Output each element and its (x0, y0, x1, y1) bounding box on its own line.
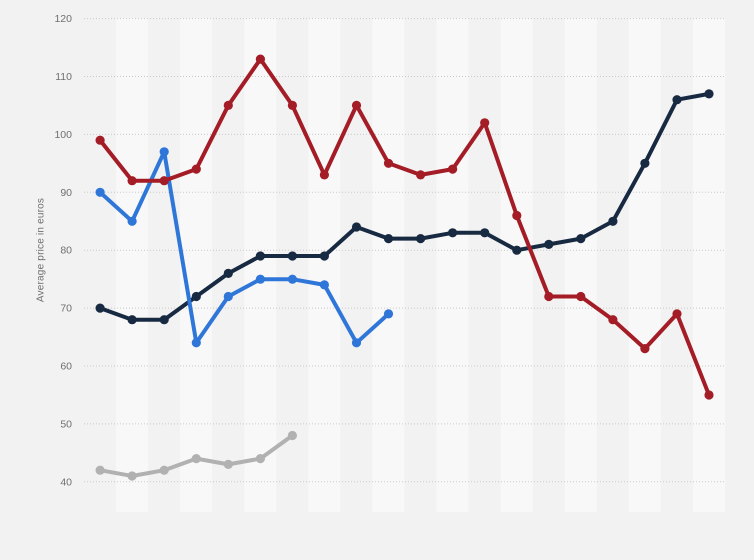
y-tick-label: 50 (60, 418, 72, 430)
dark-red-line-data-point[interactable] (448, 164, 458, 174)
series-gray-line (95, 430, 297, 481)
dark-red-line-data-point[interactable] (480, 118, 490, 128)
y-tick-label: 120 (54, 13, 72, 25)
dark-red-line-data-point[interactable] (608, 315, 618, 325)
plot-band (116, 18, 148, 512)
dark-navy-line-data-point[interactable] (608, 216, 618, 226)
dark-navy-line-data-point[interactable] (416, 234, 426, 244)
light-blue-line-data-point[interactable] (191, 338, 201, 348)
light-blue-line-data-point[interactable] (383, 309, 394, 319)
dark-navy-line-data-point[interactable] (480, 228, 490, 238)
light-blue-line-data-point[interactable] (127, 216, 137, 226)
light-blue-line-data-point[interactable] (287, 274, 297, 284)
dark-red-line-data-point[interactable] (383, 158, 394, 168)
series-dark-navy-line (95, 89, 714, 325)
dark-red-line-path (98, 57, 711, 397)
dark-red-line-data-point[interactable] (512, 210, 522, 221)
dark-navy-line-data-point[interactable] (351, 222, 362, 232)
dark-navy-line-data-point[interactable] (287, 251, 297, 261)
series-dark-red-line (95, 54, 714, 400)
plot-band (308, 18, 341, 512)
gray-line-data-point[interactable] (191, 454, 201, 464)
y-axis-tick-labels: 40 50 60 70 80 90 100 110 120 (54, 13, 72, 488)
gridlines (84, 18, 725, 483)
dark-red-line-data-point[interactable] (255, 54, 265, 64)
plot-band (692, 18, 725, 512)
plot-bands (116, 18, 725, 512)
dark-navy-line-data-point[interactable] (576, 234, 586, 244)
dark-navy-line-path (98, 91, 711, 322)
light-blue-line-data-point[interactable] (255, 274, 265, 284)
light-blue-line-data-point[interactable] (351, 338, 362, 348)
light-blue-line-data-point[interactable] (95, 187, 105, 197)
y-tick-label: 90 (60, 187, 72, 199)
dark-red-line-data-point[interactable] (319, 170, 329, 180)
gray-line-data-point[interactable] (95, 465, 105, 475)
dark-red-line-data-point[interactable] (544, 291, 554, 302)
y-tick-label: 110 (55, 71, 72, 83)
y-tick-label: 80 (60, 245, 72, 257)
dark-navy-line-data-point[interactable] (255, 251, 265, 261)
dark-navy-line-data-point[interactable] (448, 228, 458, 238)
dark-red-line-data-point[interactable] (640, 344, 650, 354)
light-blue-line-data-point[interactable] (159, 147, 169, 157)
gray-line-data-point[interactable] (127, 471, 137, 481)
dark-red-line-data-point[interactable] (576, 291, 586, 302)
gray-line-data-point[interactable] (223, 459, 233, 469)
gray-line-data-point[interactable] (255, 454, 265, 464)
dark-navy-line-data-point[interactable] (127, 315, 137, 325)
dark-red-line-data-point[interactable] (704, 390, 714, 400)
dark-navy-line-data-point[interactable] (223, 268, 233, 278)
dark-red-line-data-point[interactable] (191, 164, 201, 174)
dark-red-line-data-point[interactable] (223, 100, 233, 110)
y-tick-label: 60 (60, 361, 72, 373)
dark-navy-line-data-point[interactable] (672, 95, 682, 105)
dark-navy-line-data-point[interactable] (512, 245, 522, 255)
gray-line-data-point[interactable] (159, 465, 169, 475)
plot-band (436, 18, 469, 512)
light-blue-line-data-point[interactable] (223, 291, 233, 302)
y-tick-label: 40 (60, 476, 72, 488)
dark-red-line-data-point[interactable] (159, 176, 169, 186)
plot-band (564, 18, 597, 512)
plot-band (500, 18, 533, 512)
plot-band (628, 18, 661, 512)
dark-navy-line-data-point[interactable] (319, 251, 329, 261)
dark-navy-line-data-point[interactable] (383, 234, 394, 244)
plot-band (372, 18, 405, 512)
dark-red-line-data-point[interactable] (416, 170, 426, 180)
plot-band (180, 18, 213, 512)
y-tick-label: 100 (54, 129, 72, 141)
dark-red-line-data-point[interactable] (287, 100, 297, 110)
dark-navy-line-data-point[interactable] (191, 291, 201, 302)
dark-navy-line-data-point[interactable] (704, 89, 714, 99)
dark-red-line-data-point[interactable] (351, 100, 362, 110)
plot-band (244, 18, 277, 512)
gray-line-data-point[interactable] (287, 430, 297, 441)
light-blue-line-data-point[interactable] (319, 280, 329, 290)
y-tick-label: 70 (60, 303, 72, 315)
dark-red-line-data-point[interactable] (127, 176, 137, 186)
dark-navy-line-data-point[interactable] (95, 303, 105, 313)
dark-navy-line-data-point[interactable] (159, 315, 169, 325)
light-blue-line-path (98, 149, 391, 345)
dark-navy-line-data-point[interactable] (544, 239, 554, 249)
dark-red-line-data-point[interactable] (95, 135, 105, 145)
series-light-blue-line (95, 147, 394, 348)
dark-red-line-data-point[interactable] (672, 309, 682, 319)
dark-navy-line-data-point[interactable] (640, 158, 650, 168)
